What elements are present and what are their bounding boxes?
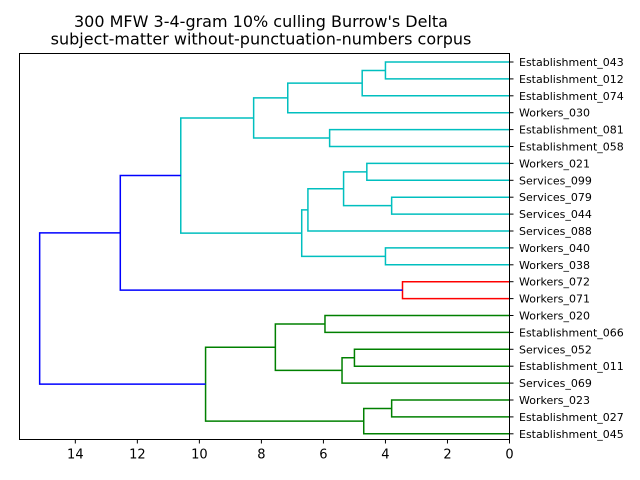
leaf-label: Establishment_074	[519, 90, 624, 103]
x-tick-label: 12	[129, 448, 146, 463]
leaf-label: Establishment_043	[519, 56, 624, 69]
leaf-label: Establishment_012	[519, 73, 624, 86]
leaf-label: Workers_072	[519, 276, 590, 289]
chart-title: 300 MFW 3-4-gram 10% culling Burrow's De…	[51, 12, 472, 49]
leaf-label: Workers_040	[519, 242, 590, 255]
dendrogram-link	[342, 171, 392, 207]
leaf-label: Establishment_081	[519, 124, 624, 137]
leaf-label: Establishment_027	[519, 411, 624, 424]
leaf-label: Services_079	[519, 191, 592, 204]
dendrogram-link	[287, 82, 510, 114]
dendrogram-link	[252, 97, 330, 139]
dendrogram-link	[390, 399, 510, 418]
dendrogram-link	[300, 209, 386, 258]
leaf-label: Services_099	[519, 174, 592, 187]
dendrogram-link	[366, 162, 510, 182]
dendrogram-link	[180, 117, 302, 234]
dendrogram-link	[204, 346, 364, 422]
x-tick-label: 4	[381, 448, 389, 463]
dendrogram-link	[38, 232, 206, 385]
x-tick-label: 10	[191, 448, 208, 463]
dendrogram-link	[307, 188, 510, 232]
leaf-label: Services_044	[519, 208, 592, 221]
dendrogram-link	[384, 247, 510, 266]
leaf-label: Workers_038	[519, 259, 590, 272]
x-tick-label: 2	[443, 448, 451, 463]
x-tick-label: 14	[67, 448, 84, 463]
dendrogram-link	[361, 69, 510, 97]
chart-title-line-1: 300 MFW 3-4-gram 10% culling Burrow's De…	[74, 12, 448, 31]
leaf-label: Establishment_011	[519, 360, 624, 373]
leaf-labels: Establishment_043 Establishment_012 Establ…	[509, 56, 624, 441]
x-tick-label: 0	[505, 448, 513, 463]
dendrogram-link	[401, 280, 510, 300]
chart-title-line-2: subject-matter without-punctuation-numbe…	[51, 30, 472, 49]
plot-frame	[19, 53, 510, 440]
x-axis: 14 12 10 8 6 4 2 0	[67, 439, 514, 463]
leaf-label: Workers_030	[519, 107, 590, 120]
leaf-label: Services_052	[519, 343, 592, 356]
leaf-label: Services_069	[519, 377, 592, 390]
leaf-label: Establishment_066	[519, 326, 624, 339]
leaf-label: Establishment_058	[519, 141, 624, 154]
dendrogram-links	[38, 61, 510, 435]
dendrogram-link	[390, 196, 510, 215]
leaf-label: Workers_023	[519, 394, 590, 407]
leaf-label: Establishment_045	[519, 428, 624, 441]
leaf-label: Workers_020	[519, 310, 590, 323]
dendrogram-link	[362, 407, 510, 435]
dendrogram-link	[353, 348, 510, 367]
dendrogram-link	[324, 314, 510, 334]
dendrogram-link	[341, 357, 510, 384]
x-tick-label: 8	[257, 448, 265, 463]
leaf-label: Workers_071	[519, 293, 590, 306]
dendrogram-link	[328, 128, 510, 148]
leaf-label: Services_088	[519, 225, 592, 238]
x-tick-label: 6	[319, 448, 327, 463]
dendrogram-link	[384, 61, 510, 80]
dendrogram-link	[274, 323, 343, 372]
leaf-label: Workers_021	[519, 157, 590, 170]
